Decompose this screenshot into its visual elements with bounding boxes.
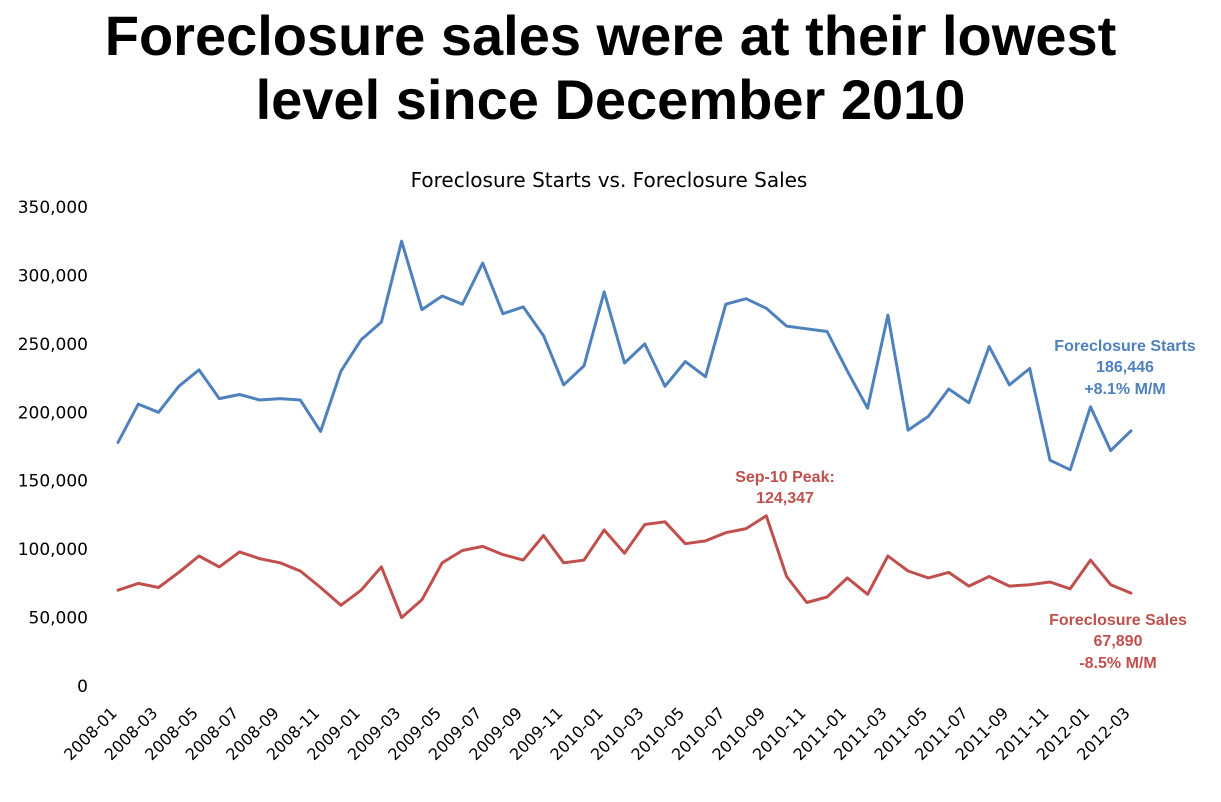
headline-line-1: Foreclosure sales were at their lowest <box>104 4 1117 67</box>
series-line-foreclosure-starts <box>116 239 1133 472</box>
starts-annotation-value: 186,446 <box>1096 359 1154 376</box>
y-tick-label: 350,000 <box>18 198 88 218</box>
sales-annotation-change: -8.5% M/M <box>1079 655 1156 672</box>
y-tick-label: 250,000 <box>18 335 88 355</box>
starts-annotation-change: +8.1% M/M <box>1084 381 1165 398</box>
y-tick-label: 150,000 <box>18 472 88 492</box>
starts-annotation-name: Foreclosure Starts <box>1054 338 1195 355</box>
headline-line-2: level since December 2010 <box>255 68 966 131</box>
y-tick-label: 0 <box>77 677 88 697</box>
y-axis: 0 50,000 100,000 150,000 200,000 250,000 300,0… <box>18 198 88 697</box>
peak-annotation-value: 124,347 <box>756 490 814 507</box>
sales-annotation-value: 67,890 <box>1094 633 1143 650</box>
series-line-foreclosure-sales <box>116 514 1133 620</box>
x-axis: 2008-012008-032008-052008-072008-092008-… <box>60 703 1134 764</box>
page-headline: Foreclosure sales were at their lowest l… <box>0 4 1221 132</box>
peak-annotation-label: Sep-10 Peak: <box>735 469 835 486</box>
y-tick-label: 100,000 <box>18 540 88 560</box>
y-tick-label: 50,000 <box>29 609 88 629</box>
y-tick-label: 300,000 <box>18 266 88 286</box>
y-tick-label: 200,000 <box>18 403 88 423</box>
sales-annotation-name: Foreclosure Sales <box>1049 612 1187 629</box>
series-layer <box>116 239 1133 620</box>
chart-title: Foreclosure Starts vs. Foreclosure Sales <box>411 168 808 192</box>
